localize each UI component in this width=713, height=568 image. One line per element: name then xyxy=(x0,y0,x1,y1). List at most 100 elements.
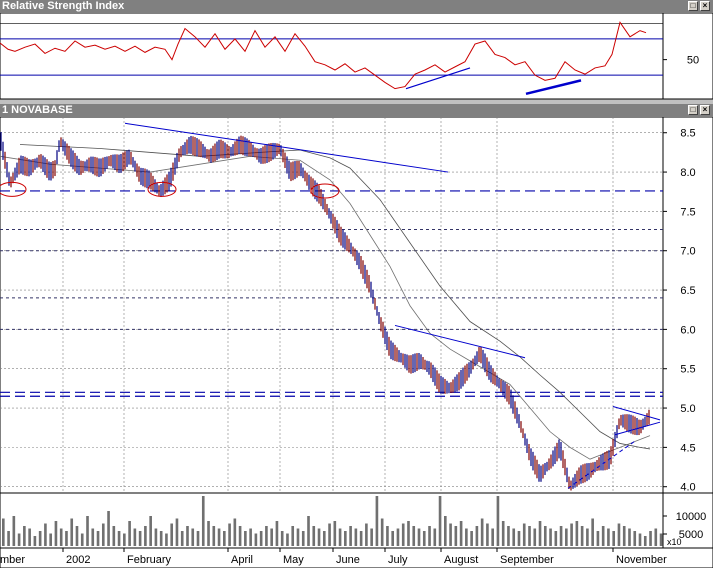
volume-bar xyxy=(380,518,384,546)
volume-bar xyxy=(633,531,637,546)
volume-bar xyxy=(244,531,247,546)
volume-bar xyxy=(117,531,121,546)
volume-bar xyxy=(54,521,58,546)
volume-bar xyxy=(80,533,84,546)
volume-bar xyxy=(112,526,116,546)
volume-bar xyxy=(296,528,300,546)
price-trendline xyxy=(394,324,526,359)
volume-bar xyxy=(549,528,552,546)
rsi-titlebar[interactable]: Relative Strength Index □ × xyxy=(0,0,713,13)
price-ytick-label: 7.5 xyxy=(680,206,695,218)
rsi-series-line xyxy=(0,21,647,90)
volume-bar xyxy=(465,528,468,546)
volume-ytick-label: 5000 xyxy=(679,529,703,541)
volume-bar xyxy=(133,528,137,546)
volume-bar xyxy=(280,531,284,546)
volume-bar xyxy=(649,531,652,546)
volume-bar xyxy=(180,531,184,546)
price-moving-average xyxy=(0,155,651,460)
volume-bar xyxy=(186,526,189,546)
volume-bar xyxy=(2,518,5,546)
volume-bar xyxy=(580,526,584,546)
volume-ytick-label: 10000 xyxy=(676,511,707,523)
volume-bar xyxy=(454,526,458,546)
volume-bar xyxy=(44,523,47,546)
price-trendline xyxy=(614,421,661,436)
volume-bar xyxy=(396,528,400,546)
volume-bar xyxy=(328,523,331,546)
date-tick-label: mber xyxy=(0,554,25,566)
volume-bar xyxy=(480,518,484,546)
volume-bar xyxy=(86,516,89,546)
volume-bar xyxy=(507,526,510,546)
volume-bar xyxy=(522,523,526,546)
date-tick-label: August xyxy=(444,554,478,566)
volume-bar xyxy=(428,526,431,546)
date-tick-label: June xyxy=(336,554,360,566)
volume-bar xyxy=(223,531,226,546)
price-ytick-label: 5.5 xyxy=(680,364,695,376)
volume-bar xyxy=(496,496,500,546)
volume-units-label: x10 xyxy=(667,537,682,547)
volume-bar xyxy=(96,531,100,546)
volume-bar xyxy=(28,528,31,546)
volume-bar xyxy=(191,528,195,546)
volume-bar xyxy=(475,526,479,546)
volume-bar xyxy=(144,526,147,546)
volume-bar xyxy=(538,521,542,546)
rsi-close-button[interactable]: × xyxy=(700,1,710,11)
price-restore-button[interactable]: □ xyxy=(688,105,698,115)
volume-plot-area xyxy=(0,492,664,549)
price-plot-area xyxy=(0,116,664,494)
volume-bar xyxy=(422,531,426,546)
rsi-ytick-label: 50 xyxy=(687,55,699,67)
volume-bar xyxy=(565,528,568,546)
volume-bar xyxy=(196,531,200,546)
volume-bar xyxy=(444,516,447,546)
rsi-restore-button[interactable]: □ xyxy=(688,1,698,11)
volume-bar xyxy=(17,533,21,546)
volume-bar xyxy=(33,536,37,546)
volume-bar xyxy=(622,526,626,546)
volume-bar xyxy=(128,521,131,546)
volume-bar xyxy=(591,518,594,546)
volume-bar xyxy=(207,521,210,546)
price-titlebar[interactable]: 1 NOVABASE □ × xyxy=(0,104,713,117)
price-highlight-circle xyxy=(147,181,177,197)
price-close-button[interactable]: × xyxy=(700,105,710,115)
volume-bar xyxy=(596,531,600,546)
volume-bar xyxy=(470,531,473,546)
volume-bar xyxy=(259,531,263,546)
volume-bar xyxy=(486,523,489,546)
volume-bar xyxy=(401,523,405,546)
price-title: 1 NOVABASE xyxy=(2,104,73,116)
volume-bar xyxy=(512,528,516,546)
date-tick-label: November xyxy=(616,554,667,566)
volume-bar xyxy=(217,528,221,546)
volume-bar xyxy=(49,533,52,546)
volume-bar xyxy=(407,521,410,546)
volume-bar xyxy=(344,531,347,546)
volume-bar xyxy=(7,531,10,546)
volume-bar xyxy=(643,536,647,546)
volume-bar xyxy=(322,531,326,546)
volume-bar xyxy=(312,526,316,546)
volume-bar xyxy=(159,531,163,546)
price-ytick-label: 6.5 xyxy=(680,285,695,297)
volume-bar xyxy=(370,528,373,546)
volume-bar xyxy=(270,528,273,546)
volume-bar xyxy=(412,526,416,546)
volume-bar xyxy=(559,526,563,546)
volume-bar xyxy=(628,528,631,546)
volume-bar xyxy=(317,528,321,546)
rsi-trendline xyxy=(525,79,582,96)
volume-bar xyxy=(575,521,579,546)
volume-bar xyxy=(501,521,505,546)
volume-bar xyxy=(391,531,395,546)
price-ytick-label: 7.0 xyxy=(680,246,695,258)
volume-bar xyxy=(212,526,216,546)
volume-bar xyxy=(123,533,126,546)
volume-bar xyxy=(638,533,642,546)
volume-bar xyxy=(349,526,352,546)
